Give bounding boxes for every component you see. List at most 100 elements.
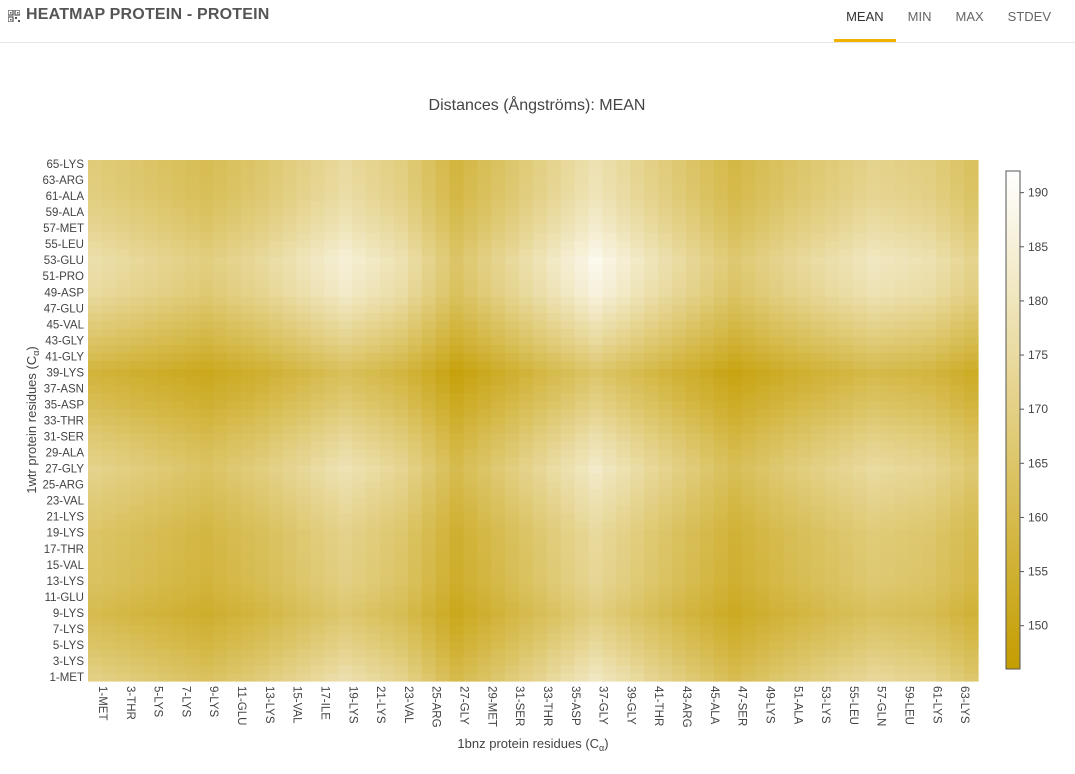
heatmap-cell bbox=[227, 312, 242, 321]
heatmap-cell bbox=[227, 264, 242, 273]
heatmap-cell bbox=[756, 625, 771, 634]
heatmap-cell bbox=[783, 545, 798, 554]
heatmap-cell bbox=[450, 192, 465, 201]
heatmap-cell bbox=[881, 529, 896, 538]
heatmap-cell bbox=[575, 224, 590, 233]
heatmap-cell bbox=[630, 545, 645, 554]
heatmap-cell bbox=[756, 208, 771, 217]
heatmap-cell bbox=[714, 449, 729, 458]
heatmap-cell bbox=[269, 304, 284, 313]
heatmap-cell bbox=[297, 609, 312, 618]
heatmap-cell bbox=[227, 441, 242, 450]
heatmap-cell bbox=[324, 328, 339, 337]
heatmap-cell bbox=[658, 208, 673, 217]
heatmap-cell bbox=[908, 457, 923, 466]
heatmap-cell bbox=[603, 609, 618, 618]
tab-max[interactable]: MAX bbox=[943, 0, 995, 42]
heatmap-cell bbox=[547, 344, 562, 353]
heatmap-cell bbox=[199, 192, 214, 201]
heatmap-cell bbox=[394, 240, 409, 249]
heatmap-cell bbox=[408, 473, 423, 482]
heatmap-cell bbox=[672, 441, 687, 450]
heatmap-cell bbox=[686, 441, 701, 450]
heatmap-cell bbox=[283, 240, 298, 249]
heatmap-cell bbox=[171, 312, 186, 321]
heatmap-cell bbox=[491, 673, 506, 682]
heatmap-cell bbox=[547, 312, 562, 321]
heatmap-cell bbox=[700, 465, 715, 474]
heatmap-cell bbox=[895, 376, 910, 385]
heatmap-cell bbox=[213, 521, 228, 530]
heatmap-cell bbox=[769, 312, 784, 321]
heatmap-cell bbox=[102, 344, 117, 353]
heatmap-cell bbox=[366, 384, 381, 393]
heatmap-cell bbox=[853, 473, 868, 482]
heatmap-cell bbox=[672, 264, 687, 273]
heatmap-cell bbox=[964, 649, 979, 658]
heatmap-cell bbox=[658, 449, 673, 458]
heatmap-cell bbox=[394, 449, 409, 458]
heatmap-cell bbox=[88, 569, 103, 578]
heatmap-cell bbox=[825, 240, 840, 249]
heatmap-cell bbox=[227, 513, 242, 522]
heatmap-cell bbox=[408, 441, 423, 450]
heatmap-cell bbox=[491, 344, 506, 353]
heatmap-cell bbox=[825, 360, 840, 369]
heatmap-cell bbox=[297, 457, 312, 466]
heatmap-cell bbox=[505, 344, 520, 353]
heatmap-cell bbox=[589, 585, 604, 594]
heatmap-cell bbox=[338, 272, 353, 281]
heatmap-cell bbox=[908, 529, 923, 538]
heatmap-cell bbox=[839, 168, 854, 177]
heatmap-cell bbox=[422, 545, 437, 554]
tab-stdev[interactable]: STDEV bbox=[996, 0, 1063, 42]
heatmap-cell bbox=[116, 320, 131, 329]
heatmap-cell bbox=[950, 601, 965, 610]
heatmap-cell bbox=[756, 569, 771, 578]
heatmap-cell bbox=[797, 216, 812, 225]
heatmap-cell bbox=[825, 569, 840, 578]
heatmap-cell bbox=[769, 192, 784, 201]
heatmap-cell bbox=[686, 256, 701, 265]
heatmap-cell bbox=[436, 513, 451, 522]
heatmap-cell bbox=[102, 449, 117, 458]
heatmap-cell bbox=[130, 641, 145, 650]
heatmap-cell bbox=[185, 168, 200, 177]
heatmap-cell bbox=[366, 657, 381, 666]
heatmap-cell bbox=[505, 457, 520, 466]
heatmap-cell bbox=[450, 328, 465, 337]
heatmap-cell bbox=[700, 625, 715, 634]
heatmap-cell bbox=[783, 232, 798, 241]
heatmap-cell bbox=[839, 160, 854, 169]
heatmap-cell bbox=[742, 264, 757, 273]
heatmap-cell bbox=[338, 481, 353, 490]
heatmap-cell bbox=[867, 320, 882, 329]
heatmap-cell bbox=[199, 529, 214, 538]
heatmap-cell bbox=[102, 465, 117, 474]
heatmap-cell bbox=[283, 232, 298, 241]
tab-min[interactable]: MIN bbox=[896, 0, 944, 42]
heatmap-cell bbox=[394, 577, 409, 586]
heatmap-cell bbox=[255, 569, 270, 578]
heatmap-cell bbox=[672, 465, 687, 474]
heatmap-cell bbox=[644, 441, 659, 450]
heatmap-cell bbox=[742, 617, 757, 626]
heatmap-cell bbox=[853, 400, 868, 409]
heatmap-cell bbox=[450, 272, 465, 281]
heatmap-cell bbox=[185, 673, 200, 682]
heatmap-cell bbox=[227, 304, 242, 313]
heatmap-cell bbox=[297, 649, 312, 658]
heatmap-cell bbox=[144, 521, 159, 530]
heatmap-cell bbox=[700, 617, 715, 626]
heatmap-cell bbox=[394, 529, 409, 538]
heatmap-cell bbox=[797, 168, 812, 177]
heatmap-cell bbox=[380, 585, 395, 594]
heatmap-cell bbox=[547, 264, 562, 273]
heatmap-cell bbox=[269, 433, 284, 442]
tab-mean[interactable]: MEAN bbox=[834, 0, 896, 42]
heatmap-cell bbox=[283, 192, 298, 201]
heatmap-cell bbox=[366, 288, 381, 297]
heatmap-cell bbox=[130, 657, 145, 666]
heatmap-cell bbox=[519, 433, 534, 442]
heatmap-cell bbox=[950, 272, 965, 281]
